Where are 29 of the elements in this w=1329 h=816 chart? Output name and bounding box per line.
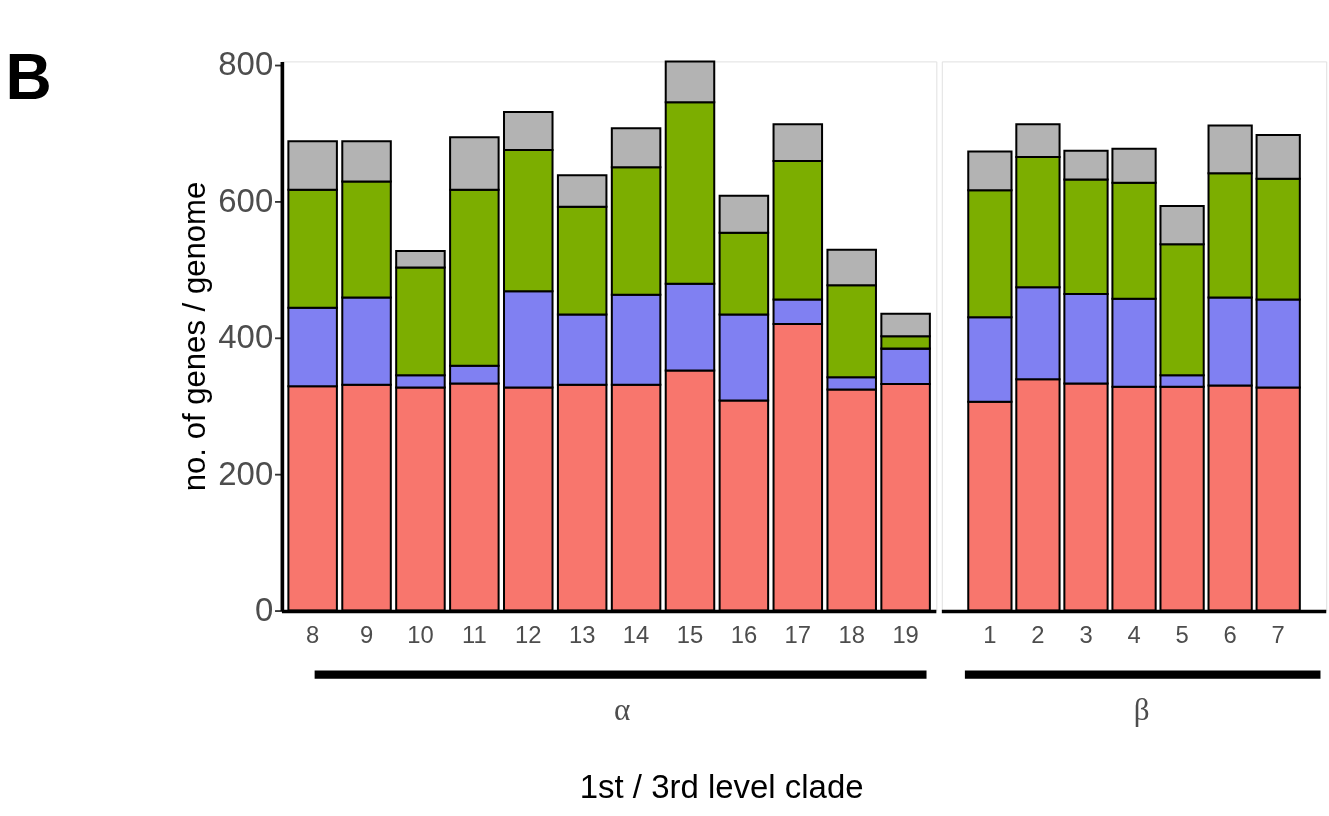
x-tick-label: 5 <box>1175 621 1189 649</box>
y-tick-label: 400 <box>218 318 274 356</box>
x-tick-label: 11 <box>462 621 487 649</box>
x-tick-label: 13 <box>568 621 596 649</box>
chart-title: B <box>5 40 52 113</box>
x-tick-label: 8 <box>306 621 320 649</box>
x-tick-label: 18 <box>838 621 865 649</box>
x-tick-label: 2 <box>1031 621 1045 649</box>
x-tick-label: 6 <box>1223 621 1237 649</box>
y-axis-title: no. of genes / genome <box>176 181 212 492</box>
y-tick-label: 200 <box>218 454 274 492</box>
x-tick-label: 14 <box>622 621 650 649</box>
x-tick-label: 1 <box>983 621 997 649</box>
y-tick-label: 600 <box>218 181 274 219</box>
x-axis-title: α <box>614 691 631 727</box>
y-tick-label: 0 <box>254 591 274 629</box>
x-tick-label: 19 <box>892 621 919 649</box>
x-tick-label: 3 <box>1079 621 1093 649</box>
x-tick-label: 4 <box>1127 621 1141 649</box>
x-tick-label: 17 <box>784 621 812 649</box>
x-tick-label: 9 <box>359 621 374 649</box>
x-tick-label: 12 <box>515 621 542 649</box>
text: 1st / 3rd level clade <box>579 767 864 805</box>
x-tick-label: 16 <box>730 621 758 649</box>
x-tick-label: 15 <box>676 621 704 649</box>
y-tick-label: 800 <box>218 45 274 83</box>
x-tick-label: 7 <box>1271 621 1285 649</box>
x-axis-title: β <box>1133 691 1150 727</box>
x-tick-label: 10 <box>407 621 434 649</box>
